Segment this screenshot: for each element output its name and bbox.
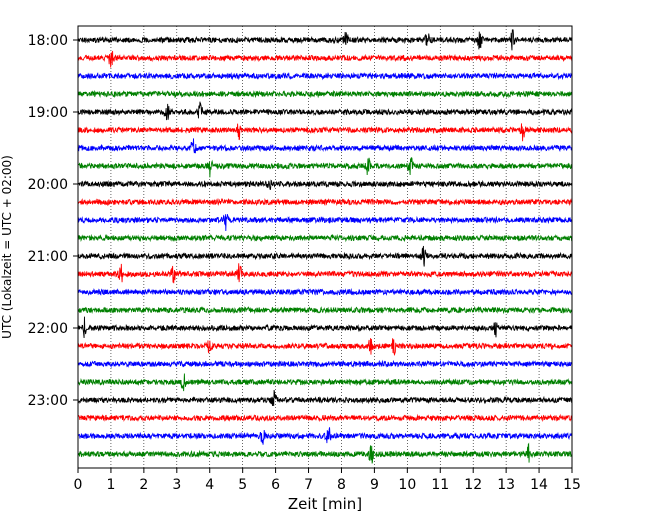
x-axis-ticks: 0 1 2 3 4 5 6 7 8 9 10 11 12 13 14 15: [74, 468, 581, 493]
x-tick-label-5: 5: [238, 477, 247, 493]
trace-2330: [77, 427, 573, 445]
trace-2215: [77, 338, 573, 356]
plot-frame: [77, 25, 573, 469]
y-axis-label: UTC (Lokalzeit = UTC + 02:00): [0, 155, 14, 339]
trace-2145: [77, 305, 573, 315]
x-tick-label-8: 8: [337, 477, 346, 493]
trace-1930: [77, 138, 573, 154]
x-tick-label-1: 1: [106, 477, 115, 493]
x-tick-label-15: 15: [563, 477, 581, 493]
seismic-traces: [77, 29, 573, 464]
x-tick-label-14: 14: [530, 477, 548, 493]
y-axis-ticks: 18:00 19:00 20:00 21:00 22:00 23:00: [28, 33, 78, 409]
trace-2100: [77, 245, 573, 267]
x-tick-label-3: 3: [172, 477, 181, 493]
x-tick-label-10: 10: [398, 477, 416, 493]
x-tick-label-4: 4: [205, 477, 214, 493]
x-tick-label-0: 0: [74, 477, 83, 493]
trace-1945: [77, 157, 573, 178]
trace-1800: [77, 29, 573, 51]
trace-1845: [77, 89, 573, 99]
trace-2245: [77, 373, 573, 392]
trace-1900: [77, 101, 573, 121]
x-tick-label-9: 9: [370, 477, 379, 493]
x-tick-label-11: 11: [431, 477, 449, 493]
y-tick-label-0: 18:00: [28, 33, 68, 49]
trace-2130: [77, 287, 573, 297]
trace-2015: [77, 197, 573, 207]
x-tick-label-6: 6: [271, 477, 280, 493]
trace-2345: [77, 442, 573, 464]
trace-2045: [77, 233, 573, 243]
x-tick-label-12: 12: [464, 477, 482, 493]
y-tick-label-4: 22:00: [28, 321, 68, 337]
x-axis-label: Zeit [min]: [288, 495, 362, 513]
trace-2115: [77, 263, 573, 284]
trace-1815: [77, 50, 573, 68]
trace-2030: [77, 214, 573, 232]
x-tick-label-13: 13: [497, 477, 515, 493]
trace-2300: [77, 389, 573, 407]
trace-2000: [77, 179, 573, 190]
trace-1830: [77, 71, 573, 81]
y-tick-label-5: 23:00: [28, 393, 68, 409]
x-tick-label-7: 7: [304, 477, 313, 493]
trace-2200: [77, 316, 573, 339]
y-tick-label-2: 20:00: [28, 177, 68, 193]
trace-2230: [77, 359, 573, 369]
trace-2315: [77, 413, 573, 423]
y-tick-label-1: 19:00: [28, 105, 68, 121]
trace-1915: [77, 123, 573, 142]
x-tick-label-2: 2: [139, 477, 148, 493]
y-tick-label-3: 21:00: [28, 249, 68, 265]
